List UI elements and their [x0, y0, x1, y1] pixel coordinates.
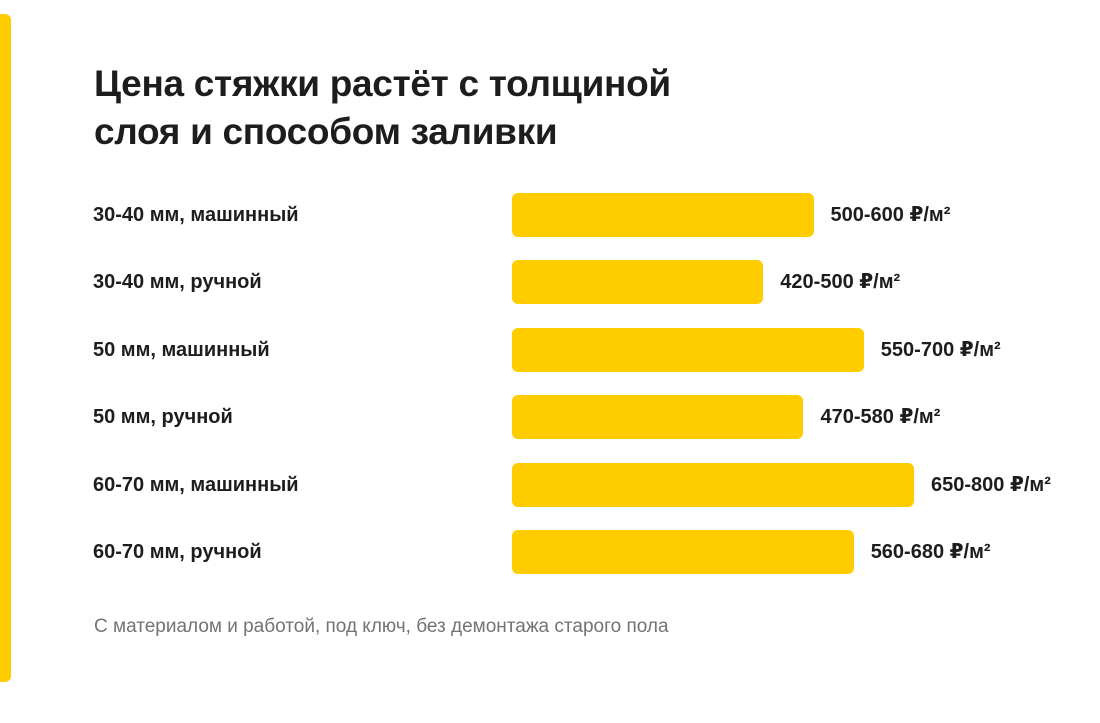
value-label: 420-500 ₽/м² — [780, 271, 901, 294]
category-label: 30-40 мм, ручной — [93, 271, 262, 294]
chart-footnote: С материалом и работой, под ключ, без де… — [94, 616, 669, 637]
category-label: 50 мм, ручной — [93, 406, 233, 429]
chart-title-line-2: слоя и способом заливки — [94, 111, 558, 152]
bar-row: 30-40 мм, ручной 420-500 ₽/м² — [0, 260, 1100, 305]
bar — [512, 530, 854, 574]
bar-row: 50 мм, ручной 470-580 ₽/м² — [0, 395, 1100, 440]
bar — [512, 193, 814, 237]
category-label: 60-70 мм, машинный — [93, 473, 299, 496]
bar — [512, 395, 804, 440]
value-label: 500-600 ₽/м² — [830, 204, 951, 226]
accent-stripe — [0, 14, 11, 682]
value-label: 650-800 ₽/м² — [931, 473, 1051, 496]
category-label: 30-40 мм, машинный — [93, 204, 299, 226]
chart-title-line-1: Цена стяжки растёт с толщиной — [94, 63, 671, 104]
bar — [512, 327, 864, 372]
chart-title: Цена стяжки растёт с толщиной слоя и спо… — [94, 60, 794, 156]
bar-row: 30-40 мм, машинный 500-600 ₽/м² — [0, 193, 1100, 237]
category-label: 50 мм, машинный — [93, 338, 270, 361]
bar-row: 60-70 мм, ручной 560-680 ₽/м² — [0, 530, 1100, 574]
bar-row: 60-70 мм, машинный 650-800 ₽/м² — [0, 462, 1100, 507]
bar-row: 50 мм, машинный 550-700 ₽/м² — [0, 327, 1100, 372]
bar — [512, 260, 764, 305]
value-label: 470-580 ₽/м² — [820, 406, 941, 429]
value-label: 560-680 ₽/м² — [870, 541, 991, 563]
category-label: 60-70 мм, ручной — [93, 541, 262, 563]
value-label: 550-700 ₽/м² — [880, 338, 1001, 361]
bar — [512, 462, 914, 507]
